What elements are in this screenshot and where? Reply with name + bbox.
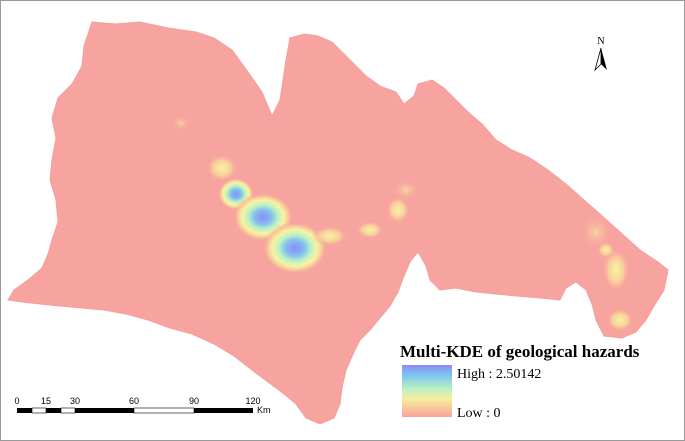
scale-bar: 0 15 30 60 90 120 Km: [14, 396, 270, 415]
density-surface: [171, 115, 634, 332]
hotspot: [263, 222, 327, 274]
scale-segment: [194, 408, 253, 413]
scale-tick-label: 120: [245, 396, 260, 406]
legend-low-label: Low : 0: [457, 406, 501, 421]
hotspot: [606, 308, 634, 332]
hotspot: [580, 214, 612, 250]
study-region: [7, 21, 669, 425]
scale-segment: [17, 408, 32, 413]
north-arrow-icon: [594, 47, 602, 72]
scale-tick-label: 0: [14, 396, 19, 406]
hotspot: [171, 115, 191, 131]
hotspot: [602, 248, 630, 292]
hotspot: [356, 221, 384, 239]
hotspot: [206, 154, 238, 182]
scale-unit: Km: [257, 405, 271, 415]
scale-segment: [75, 408, 134, 413]
legend: Multi-KDE of geological hazards High : 2…: [400, 342, 640, 421]
scale-tick-label: 60: [129, 396, 139, 406]
hotspot: [312, 226, 348, 246]
scale-segment: [133, 407, 195, 414]
hotspot: [597, 242, 615, 258]
hotspot: [386, 196, 410, 224]
scale-segment: [31, 407, 47, 414]
north-label: N: [597, 36, 604, 47]
scale-tick-label: 30: [70, 396, 80, 406]
scale-segment: [60, 407, 76, 414]
north-arrow-icon: [601, 48, 607, 70]
hotspot: [392, 179, 420, 201]
scale-segment: [46, 408, 61, 413]
scale-tick-label: 15: [41, 396, 51, 406]
legend-gradient-swatch: [402, 365, 452, 417]
north-arrow: N: [594, 36, 607, 72]
scale-tick-label: 90: [189, 396, 199, 406]
legend-high-label: High : 2.50142: [457, 367, 541, 382]
legend-title: Multi-KDE of geological hazards: [400, 342, 640, 361]
